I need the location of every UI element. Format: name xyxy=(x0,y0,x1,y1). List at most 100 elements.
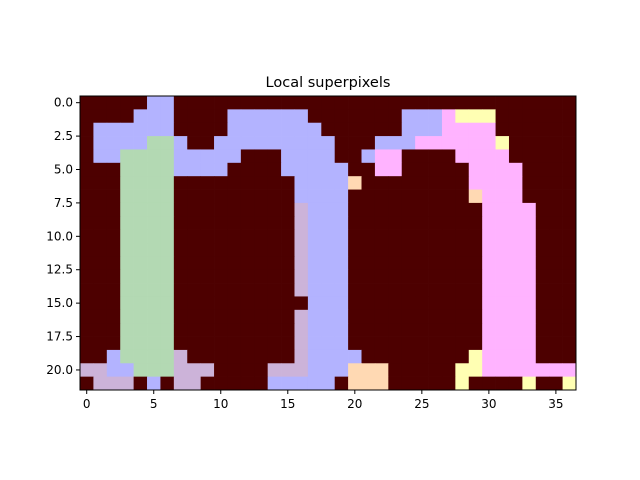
heatmap-cell xyxy=(374,136,389,150)
heatmap-cell xyxy=(133,202,148,217)
heatmap-cell xyxy=(227,229,242,244)
heatmap-cell xyxy=(93,309,108,324)
heatmap-cell xyxy=(468,229,483,244)
heatmap-cell xyxy=(508,176,523,190)
heatmap-cell xyxy=(348,202,362,217)
heatmap-cell xyxy=(562,162,577,177)
heatmap-cell xyxy=(120,283,134,297)
heatmap-cell xyxy=(240,283,255,297)
heatmap-cell xyxy=(281,296,295,311)
heatmap-cell xyxy=(93,296,108,311)
heatmap-cell xyxy=(267,376,282,391)
heatmap-cell xyxy=(468,202,483,217)
heatmap-cell xyxy=(173,269,188,284)
heatmap-cell xyxy=(562,216,577,230)
heatmap-cell xyxy=(267,216,282,230)
heatmap-cell xyxy=(334,122,349,137)
heatmap-cell xyxy=(80,269,94,284)
heatmap-cell xyxy=(93,229,108,244)
heatmap-cell xyxy=(535,122,550,137)
heatmap-cell xyxy=(160,349,175,364)
heatmap-cell xyxy=(120,296,134,311)
heatmap-cell xyxy=(214,309,228,324)
heatmap-cell xyxy=(254,96,269,110)
heatmap-cell xyxy=(361,349,376,364)
heatmap-cell xyxy=(495,216,510,230)
heatmap-cell xyxy=(173,363,188,377)
heatmap-cell xyxy=(348,243,362,257)
heatmap-cell xyxy=(348,363,362,377)
heatmap-cell xyxy=(348,309,362,324)
heatmap-cell xyxy=(120,96,134,110)
heatmap-cell xyxy=(482,283,496,297)
heatmap-cell xyxy=(93,323,108,337)
heatmap-cell xyxy=(227,202,242,217)
heatmap-cell xyxy=(254,176,269,190)
y-tick-label: 15.0 xyxy=(46,296,73,310)
heatmap-cell xyxy=(535,376,550,391)
heatmap-cell xyxy=(401,349,416,364)
heatmap-cell xyxy=(334,336,349,351)
heatmap-cell xyxy=(147,323,161,337)
heatmap-cell xyxy=(160,216,175,230)
heatmap-cell xyxy=(173,189,188,204)
heatmap-cell xyxy=(281,323,295,337)
heatmap-cell xyxy=(441,376,456,391)
heatmap-cell xyxy=(187,149,201,164)
heatmap-cell xyxy=(240,269,255,284)
heatmap-cell xyxy=(348,149,362,164)
heatmap-cell xyxy=(441,269,456,284)
heatmap-cell xyxy=(522,256,537,271)
heatmap-cell xyxy=(535,176,550,190)
heatmap-cell xyxy=(200,189,215,204)
heatmap-cell xyxy=(281,243,295,257)
heatmap-cell xyxy=(307,216,322,230)
heatmap-cell xyxy=(562,109,577,124)
heatmap-cell xyxy=(562,283,577,297)
y-tick-label: 12.5 xyxy=(46,263,73,277)
heatmap-cell xyxy=(321,216,336,230)
heatmap-cell xyxy=(348,323,362,337)
heatmap-cell xyxy=(147,162,161,177)
heatmap-cell xyxy=(254,269,269,284)
heatmap-cell xyxy=(361,376,376,391)
heatmap-cell xyxy=(120,349,134,364)
heatmap-cell xyxy=(133,109,148,124)
heatmap-cell xyxy=(468,296,483,311)
heatmap-cell xyxy=(549,176,563,190)
heatmap-cell xyxy=(294,122,309,137)
heatmap-cell xyxy=(93,136,108,150)
heatmap-cell xyxy=(549,323,563,337)
x-tick-label: 20 xyxy=(347,397,362,411)
heatmap-cell xyxy=(120,189,134,204)
heatmap-cell xyxy=(401,122,416,137)
heatmap-cell xyxy=(80,216,94,230)
heatmap-cell xyxy=(522,243,537,257)
heatmap-cell xyxy=(361,189,376,204)
heatmap-cell xyxy=(321,363,336,377)
heatmap-cell xyxy=(173,349,188,364)
heatmap-cell xyxy=(455,162,470,177)
heatmap-cell xyxy=(455,109,470,124)
heatmap-cell xyxy=(455,269,470,284)
heatmap-cell xyxy=(187,336,201,351)
heatmap-cell xyxy=(334,256,349,271)
heatmap-cell xyxy=(307,336,322,351)
heatmap-cell xyxy=(508,269,523,284)
heatmap-cell xyxy=(294,269,309,284)
heatmap-cell xyxy=(307,202,322,217)
heatmap-cell xyxy=(80,323,94,337)
heatmap-cell xyxy=(120,162,134,177)
heatmap-cell xyxy=(428,256,443,271)
heatmap-cell xyxy=(388,323,403,337)
heatmap-cell xyxy=(120,256,134,271)
heatmap-cell xyxy=(200,243,215,257)
heatmap-cell xyxy=(321,376,336,391)
heatmap-cell xyxy=(267,162,282,177)
heatmap-cell xyxy=(133,229,148,244)
heatmap-cell xyxy=(441,96,456,110)
heatmap-cell xyxy=(93,376,108,391)
heatmap-cell xyxy=(495,229,510,244)
heatmap-cell xyxy=(522,136,537,150)
heatmap-cell xyxy=(254,136,269,150)
